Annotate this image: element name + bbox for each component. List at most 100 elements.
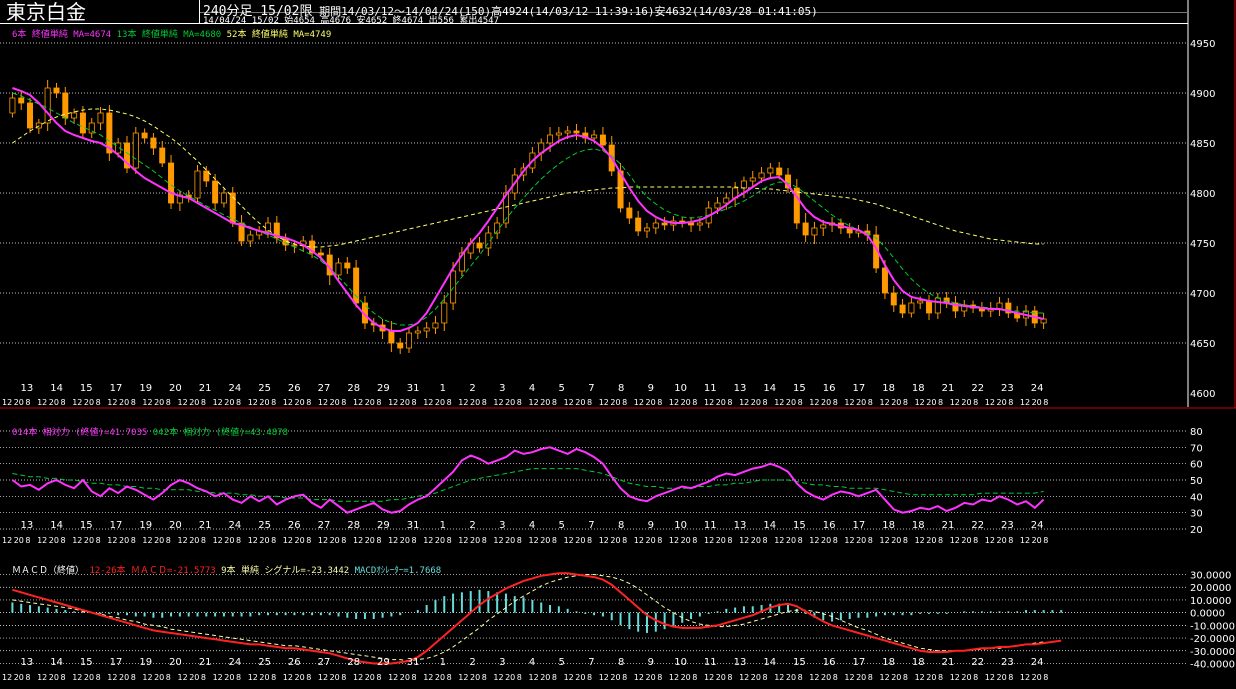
rsi-hour-label: 8 [412, 536, 417, 545]
macd-day-label: 20 [169, 657, 182, 668]
candle-body [423, 327, 430, 332]
candle-body [273, 222, 280, 239]
macd-hour-label: 20 [575, 673, 585, 682]
header-box [200, 0, 1188, 24]
main-hour-label: 20 [435, 398, 445, 407]
rsi-hour-label: 20 [259, 536, 269, 545]
macd-hour-label: 20 [365, 673, 375, 682]
rsi-hour-label: 8 [727, 536, 732, 545]
macd-hour-label: 8 [938, 673, 943, 682]
rsi-hour-label: 12 [2, 536, 12, 545]
candle-body [661, 222, 668, 226]
macd-day-label: 21 [942, 657, 955, 668]
rsi-hour-label: 20 [189, 536, 199, 545]
macd-hour-label: 8 [131, 673, 136, 682]
macd-hour-label: 12 [388, 673, 398, 682]
main-day-label: 8 [618, 383, 624, 394]
macd-hour-label: 20 [961, 673, 971, 682]
candle-body [723, 197, 730, 204]
candle-body [811, 227, 818, 236]
macd-day-label: 24 [228, 657, 241, 668]
rsi-hour-label: 12 [213, 536, 223, 545]
macd-hour-label: 12 [142, 673, 152, 682]
macd-hour-label: 12 [178, 673, 188, 682]
rsi-y-tick-label: 40 [1190, 492, 1203, 503]
rsi-hour-label: 12 [634, 536, 644, 545]
main-legend: 6本 終値単純 MA=4674 13本 終値単純 MA=4680 52本 終値単… [12, 27, 331, 40]
rsi-hour-label: 20 [575, 536, 585, 545]
candle-body [397, 342, 404, 349]
macd-day-label: 22 [971, 657, 984, 668]
rsi14-line [11, 446, 1045, 514]
candle-body [44, 87, 51, 124]
rsi-hour-label: 20 [84, 536, 94, 545]
ohlc-label: 14/04/24 15/02 始4654 高4676 安4652 終4674 出… [203, 16, 499, 26]
candle-body [564, 130, 571, 134]
candle-body [123, 142, 130, 169]
main-day-label: 28 [347, 383, 360, 394]
main-hour-label: 8 [763, 398, 768, 407]
macd-day-label: 5 [559, 657, 565, 668]
candle-body [141, 132, 148, 139]
header-divider [200, 12, 1188, 13]
rsi-legend: 014本 相対力 (終値)=41.7035 042本 相対力 (終値)=43.4… [12, 425, 288, 438]
rsi-hour-label: 8 [868, 536, 873, 545]
main-hour-label: 8 [201, 398, 206, 407]
main-hour-label: 12 [564, 398, 574, 407]
rsi-day-label: 13 [734, 520, 747, 531]
macd-day-label: 2 [469, 657, 475, 668]
legend-ma52: 52本 終値単純 MA=4749 [226, 30, 332, 40]
main-y-tick-label: 4650 [1190, 339, 1215, 350]
rsi-hour-label: 8 [341, 536, 346, 545]
candle-body [264, 222, 271, 232]
candle-body [27, 102, 34, 129]
rsi-hour-label: 8 [903, 536, 908, 545]
main-day-label: 27 [318, 383, 331, 394]
macd-hour-label: 20 [856, 673, 866, 682]
macd-hour-label: 12 [669, 673, 679, 682]
macd-y-tick-label: 20.0000 [1190, 583, 1231, 594]
macd-y-tick-label: 10.0000 [1190, 596, 1231, 607]
macd-hour-label: 8 [447, 673, 452, 682]
macd-day-label: 29 [377, 657, 390, 668]
macd-hour-label: 20 [224, 673, 234, 682]
main-hour-label: 12 [423, 398, 433, 407]
rsi-hour-label: 12 [142, 536, 152, 545]
rsi-day-label: 15 [80, 520, 93, 531]
rsi-hour-label: 12 [880, 536, 890, 545]
main-y-tick-label: 4800 [1190, 189, 1215, 200]
macd-day-label: 1 [440, 657, 446, 668]
rsi-hour-label: 20 [540, 536, 550, 545]
macd-hour-label: 20 [786, 673, 796, 682]
rsi-day-label: 23 [1001, 520, 1014, 531]
candle-body [353, 267, 360, 304]
rsi-hour-label: 12 [318, 536, 328, 545]
rsi-hour-label: 8 [201, 536, 206, 545]
candle-body [749, 177, 756, 182]
candle-body [291, 244, 298, 247]
main-day-label: 21 [942, 383, 955, 394]
rsi-hour-label: 20 [610, 536, 620, 545]
candle-body [388, 330, 395, 344]
candle-body [450, 270, 457, 304]
rsi-hour-label: 8 [166, 536, 171, 545]
macd-day-label: 10 [674, 657, 687, 668]
macd-day-label: 17 [852, 657, 865, 668]
candle-body [926, 300, 933, 314]
rsi-y-tick-label: 60 [1190, 460, 1203, 471]
macd-hour-label: 12 [915, 673, 925, 682]
macd-day-label: 31 [407, 657, 420, 668]
macd-hour-label: 12 [950, 673, 960, 682]
legend-rsi14: 014本 相対力 (終値)=41.7035 [12, 428, 148, 438]
candle-body [555, 132, 562, 136]
macd-day-label: 9 [648, 657, 654, 668]
period-label: 期間14/03/12～14/04/24(150)高4924(14/03/12 1… [319, 5, 818, 18]
main-hour-label: 12 [809, 398, 819, 407]
rsi-hour-label: 20 [891, 536, 901, 545]
macd-hour-label: 12 [529, 673, 539, 682]
rsi-hour-label: 8 [1043, 536, 1048, 545]
candle-body [485, 232, 492, 249]
main-hour-label: 8 [973, 398, 978, 407]
rsi-hour-label: 12 [248, 536, 258, 545]
